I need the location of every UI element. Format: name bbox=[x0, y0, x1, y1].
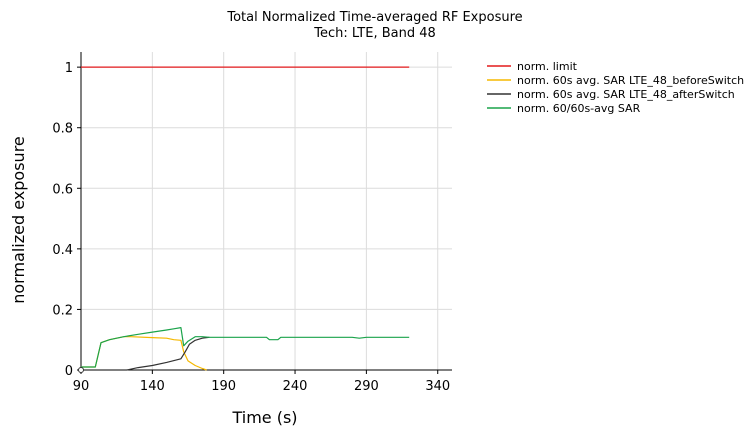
y-tick-label: 0.2 bbox=[52, 303, 73, 318]
origin-marker bbox=[78, 367, 84, 373]
axes bbox=[77, 52, 452, 374]
x-tick-label: 340 bbox=[425, 379, 450, 394]
x-tick-label: 90 bbox=[73, 379, 90, 394]
legend-label: norm. limit bbox=[517, 60, 578, 73]
y-tick-label: 0.8 bbox=[52, 122, 73, 137]
y-tick-labels: 0 0.2 0.4 0.6 0.8 1 bbox=[52, 61, 73, 379]
grid-lines bbox=[80, 52, 452, 371]
y-tick-label: 0.4 bbox=[52, 243, 73, 258]
chart-subtitle: Tech: LTE, Band 48 bbox=[313, 26, 436, 41]
legend-label: norm. 60/60s-avg SAR bbox=[517, 102, 641, 115]
x-tick-label: 140 bbox=[140, 379, 165, 394]
x-tick-labels: 90 140 190 240 290 340 bbox=[73, 379, 450, 394]
y-tick-label: 1 bbox=[65, 61, 73, 76]
series-line-4 bbox=[81, 327, 410, 368]
x-tick-label: 190 bbox=[211, 379, 236, 394]
legend-label: norm. 60s avg. SAR LTE_48_beforeSwitch bbox=[517, 74, 744, 87]
x-axis-label: Time (s) bbox=[231, 408, 297, 427]
legend-label: norm. 60s avg. SAR LTE_48_afterSwitch bbox=[517, 88, 735, 101]
x-tick-label: 290 bbox=[354, 379, 379, 394]
series-line-3 bbox=[126, 336, 210, 371]
y-tick-label: 0 bbox=[65, 364, 73, 379]
chart-title: Total Normalized Time-averaged RF Exposu… bbox=[226, 10, 522, 25]
x-tick-label: 240 bbox=[283, 379, 308, 394]
y-tick-label: 0.6 bbox=[52, 182, 73, 197]
y-axis-label: normalized exposure bbox=[9, 136, 28, 304]
series-lines bbox=[78, 66, 410, 373]
